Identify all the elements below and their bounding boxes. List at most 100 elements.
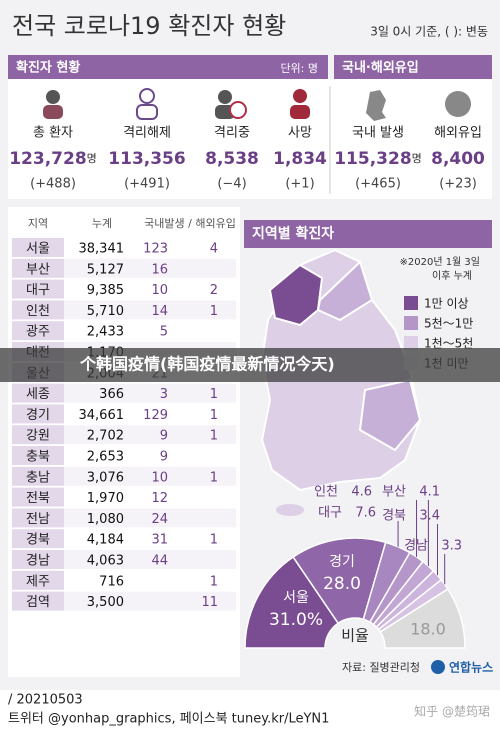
row-label-bg bbox=[12, 508, 64, 528]
stat-value: 115,328명 bbox=[334, 149, 422, 169]
legend-swatch bbox=[404, 336, 418, 350]
stat-value: 8,538 bbox=[205, 149, 259, 169]
table-cell: 16 bbox=[151, 262, 168, 277]
map-shape bbox=[276, 504, 304, 516]
legend-swatch bbox=[404, 316, 418, 330]
icon bbox=[139, 88, 155, 104]
table-cell: 경북 bbox=[26, 533, 50, 548]
table-cell: 전북 bbox=[26, 491, 50, 506]
slice-value: 31.0% bbox=[269, 610, 323, 630]
row-label-bg bbox=[12, 279, 64, 299]
stat-label: 국내 발생 bbox=[352, 126, 404, 141]
slice-value: 3.4 bbox=[419, 509, 440, 524]
stat-number: 8,400 bbox=[431, 149, 485, 169]
stat-value: 8,400 bbox=[431, 149, 485, 169]
table-cell: 3,076 bbox=[87, 470, 124, 485]
section-title: 국내·해외유입 bbox=[342, 60, 419, 76]
row-label-bg bbox=[12, 383, 64, 403]
slice bbox=[379, 588, 466, 649]
table-cell: 서울 bbox=[26, 242, 50, 257]
slice-name: 인천 bbox=[314, 485, 338, 500]
slice-value: 4.1 bbox=[419, 485, 440, 500]
row-bg bbox=[64, 550, 236, 569]
unit: 단위: 명 bbox=[280, 62, 318, 75]
table-cell: 12 bbox=[151, 491, 168, 506]
source: 자료: 질병관리청 bbox=[342, 661, 420, 674]
table-cell: 9 bbox=[160, 450, 168, 465]
row-bg bbox=[64, 383, 236, 403]
sns: 트위터 @yonhap_graphics, 페이스북 tuney.kr/LeYN… bbox=[8, 712, 329, 727]
stat-label: 사망 bbox=[288, 126, 312, 141]
row-label-bg bbox=[12, 446, 64, 465]
row-label-bg bbox=[12, 300, 64, 320]
icon bbox=[293, 89, 307, 103]
table-cell: 4,063 bbox=[87, 554, 124, 569]
icon bbox=[366, 90, 386, 121]
stat-number: 123,728 bbox=[9, 149, 86, 169]
row-label-bg bbox=[12, 466, 64, 486]
stat-change: (+465) bbox=[355, 177, 401, 192]
table-cell: 2 bbox=[210, 283, 218, 298]
center-label: 비율 bbox=[341, 627, 369, 645]
stat-change: (+23) bbox=[439, 177, 477, 192]
donut: 서울 31.0% 경기 28.0 대구 7.6 인천 4.6 부산 4.1 경북 3.4 경남 3.3 18… bbox=[244, 485, 466, 649]
table-cell: 5 bbox=[160, 325, 168, 340]
note: 3일 0시 기준, ( ): 변동 bbox=[370, 25, 488, 39]
map-region bbox=[316, 260, 374, 322]
table-cell: 2,653 bbox=[87, 450, 124, 465]
summary: 총 환자123,728명(+488)격리해제113,356(+491)격리중8,… bbox=[9, 126, 485, 192]
table-cell: 38,341 bbox=[79, 242, 125, 257]
date: / 20210503 bbox=[8, 693, 83, 708]
row-bg bbox=[64, 258, 236, 278]
stat-number: 1,834 bbox=[273, 149, 327, 169]
table-cell: 1 bbox=[210, 429, 218, 444]
table-cell: 1 bbox=[210, 574, 218, 589]
table-cell: 4 bbox=[210, 242, 218, 257]
banner: 个韩国疫情(韩国疫情最新情况今天) bbox=[79, 355, 335, 374]
table-cell: 10 bbox=[151, 470, 168, 485]
row-bg bbox=[64, 300, 236, 320]
stat-label: 총 환자 bbox=[33, 126, 73, 141]
table-cell: 1,080 bbox=[87, 512, 124, 527]
table-cell: 인천 bbox=[26, 304, 50, 319]
table-cell: 129 bbox=[143, 408, 168, 423]
row-label-bg bbox=[12, 425, 64, 445]
slice-value: 3.3 bbox=[441, 539, 462, 554]
table-cell: 충남 bbox=[26, 470, 50, 485]
table-cell: 대구 bbox=[26, 283, 50, 298]
table-cell: 2,702 bbox=[87, 429, 124, 444]
table-cell: 1 bbox=[210, 304, 218, 319]
icon bbox=[445, 91, 471, 117]
table-cell: 세종 bbox=[26, 387, 50, 402]
table-cell: 5,127 bbox=[87, 262, 124, 277]
stat-label: 격리해제 bbox=[123, 126, 171, 141]
icons bbox=[43, 88, 471, 121]
table-cell: 24 bbox=[151, 512, 168, 527]
slice-name: 경기 bbox=[329, 554, 355, 570]
table-cell: 1,970 bbox=[87, 491, 124, 506]
icon bbox=[43, 105, 63, 119]
table-cell: 1 bbox=[210, 408, 218, 423]
table-cell: 2,433 bbox=[87, 325, 124, 340]
legend-swatch bbox=[404, 296, 418, 310]
title: 전국 코로나19 확진자 현황 bbox=[12, 12, 286, 40]
banner-bg bbox=[0, 348, 500, 382]
row-label-bg bbox=[12, 529, 64, 549]
table-cell: 1 bbox=[210, 533, 218, 548]
row-label-bg bbox=[12, 487, 64, 507]
section-bar bbox=[244, 220, 492, 248]
table-cell: 경기 bbox=[26, 408, 50, 423]
stat-change: (−4) bbox=[217, 177, 246, 192]
slice-name: 대구 bbox=[318, 506, 342, 521]
row-label-bg bbox=[12, 321, 64, 341]
table-cell: 충북 bbox=[26, 450, 50, 465]
icon bbox=[136, 104, 158, 120]
stat-number: 113,356 bbox=[108, 149, 185, 169]
table-cell: 제주 bbox=[26, 574, 50, 589]
table-cell: 716 bbox=[99, 574, 124, 589]
row-label-bg bbox=[12, 404, 64, 424]
slice-value: 18.0 bbox=[410, 620, 446, 639]
slice-name: 서울 bbox=[283, 590, 309, 606]
row-label-bg bbox=[12, 550, 64, 569]
